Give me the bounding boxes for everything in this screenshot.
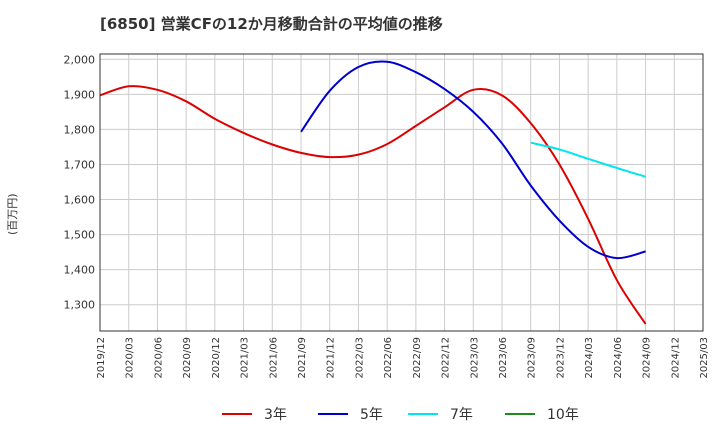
x-tick-label: 2020/12 — [211, 337, 222, 379]
y-tick-label: 1,300 — [64, 299, 96, 312]
series-line-1 — [99, 85, 647, 325]
legend-label-2: 5年 — [360, 407, 383, 423]
legend-label-1: 3年 — [264, 407, 287, 423]
series-line-2 — [300, 60, 646, 260]
x-tick-label: 2021/12 — [326, 337, 337, 379]
x-tick-label: 2019/12 — [96, 337, 107, 379]
x-tick-label: 2023/12 — [555, 337, 566, 379]
x-tick-label: 2023/09 — [527, 337, 538, 379]
y-tick-label: 1,600 — [64, 194, 96, 207]
x-tick-label: 2022/12 — [441, 337, 452, 379]
x-tick-label: 2022/06 — [383, 337, 394, 379]
x-tick-label: 2024/03 — [584, 337, 595, 379]
y-tick-label: 2,000 — [64, 53, 96, 66]
legend-label-3: 7年 — [450, 407, 473, 423]
y-tick-labels: 1,300 1,400 1,500 1,600 1,700 1,800 1,900 2,000 — [64, 53, 96, 311]
y-tick-label: 1,700 — [64, 158, 96, 171]
x-tick-label: 2023/03 — [469, 337, 480, 379]
x-tick-label: 2020/06 — [153, 337, 164, 379]
y-tick-label: 1,800 — [64, 123, 96, 136]
x-tick-label: 2021/03 — [240, 337, 251, 379]
grid-lines — [99, 54, 704, 331]
legend-label-4: 10年 — [547, 407, 579, 423]
x-tick-labels: 2019/12 2020/03 2020/06 2020/09 2020/12 2021/… — [96, 337, 710, 379]
legend: 3年 5年 7年 10年 — [222, 407, 579, 423]
x-tick-label: 2025/03 — [699, 337, 710, 379]
x-tick-label: 2022/03 — [354, 337, 365, 379]
x-tick-label: 2024/09 — [642, 337, 653, 379]
x-tick-label: 2024/06 — [613, 337, 624, 379]
x-tick-label: 2020/09 — [182, 337, 193, 379]
y-tick-label: 1,900 — [64, 88, 96, 101]
y-tick-label: 1,400 — [64, 264, 96, 277]
x-tick-label: 2021/09 — [297, 337, 308, 379]
x-tick-label: 2022/09 — [412, 337, 423, 379]
x-tick-label: 2021/06 — [268, 337, 279, 379]
series-lines — [99, 60, 647, 325]
chart-title: [6850] 営業CFの12か月移動合計の平均値の推移 — [100, 15, 443, 33]
x-tick-label: 2020/03 — [125, 337, 136, 379]
plot-frame — [99, 53, 704, 332]
series-line-3 — [530, 141, 646, 178]
x-tick-label: 2024/12 — [670, 337, 681, 379]
y-tick-label: 1,500 — [64, 229, 96, 242]
x-tick-label: 2023/06 — [498, 337, 509, 379]
